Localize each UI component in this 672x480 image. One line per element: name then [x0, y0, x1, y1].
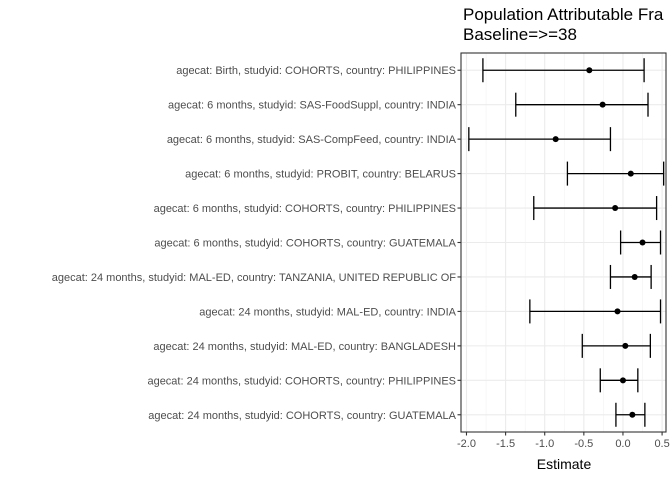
estimate-point	[629, 411, 636, 418]
row-label: agecat: 24 months, studyid: MAL-ED, coun…	[199, 306, 456, 318]
estimate-point	[612, 205, 619, 212]
x-axis: -2.0 -1.5 -1.0 -0.5 0.0 0.5	[457, 432, 670, 450]
y-axis-labels: agecat: Birth, studyid: COHORTS, country…	[52, 65, 461, 422]
estimate-point	[631, 273, 638, 280]
row-label: agecat: 24 months, studyid: MAL-ED, coun…	[52, 272, 457, 284]
estimate-point	[614, 308, 621, 315]
estimate-point	[622, 342, 629, 349]
x-tick-label: -0.5	[574, 438, 593, 450]
row-label: agecat: 6 months, studyid: COHORTS, coun…	[154, 203, 456, 215]
estimates	[468, 58, 665, 427]
row-label: agecat: 6 months, studyid: SAS-FoodSuppl…	[168, 100, 457, 112]
chart-title: Population Attributable Fra	[463, 5, 664, 24]
row-label: agecat: 24 months, studyid: COHORTS, cou…	[147, 375, 456, 387]
estimate-point	[586, 67, 593, 74]
chart-subtitle: Baseline=>=38	[463, 25, 577, 44]
row-label: agecat: 6 months, studyid: PROBIT, count…	[185, 169, 456, 181]
x-tick-label: -1.0	[535, 438, 554, 450]
estimate-point	[627, 170, 634, 177]
estimate-point	[552, 136, 559, 143]
row-label: agecat: 24 months, studyid: COHORTS, cou…	[148, 410, 456, 422]
row-label: agecat: 6 months, studyid: SAS-CompFeed,…	[167, 134, 457, 146]
row-label: agecat: 6 months, studyid: COHORTS, coun…	[154, 238, 456, 250]
estimate-point	[599, 101, 606, 108]
x-tick-label: 0.5	[654, 438, 669, 450]
estimate-point	[639, 239, 646, 246]
estimate-point	[619, 377, 626, 384]
row-label: agecat: Birth, studyid: COHORTS, country…	[176, 65, 456, 77]
x-tick-label: -1.5	[496, 438, 515, 450]
x-tick-label: -2.0	[457, 438, 476, 450]
row-label: agecat: 24 months, studyid: MAL-ED, coun…	[153, 341, 456, 353]
x-tick-label: 0.0	[615, 438, 630, 450]
x-axis-title: Estimate	[537, 456, 592, 472]
